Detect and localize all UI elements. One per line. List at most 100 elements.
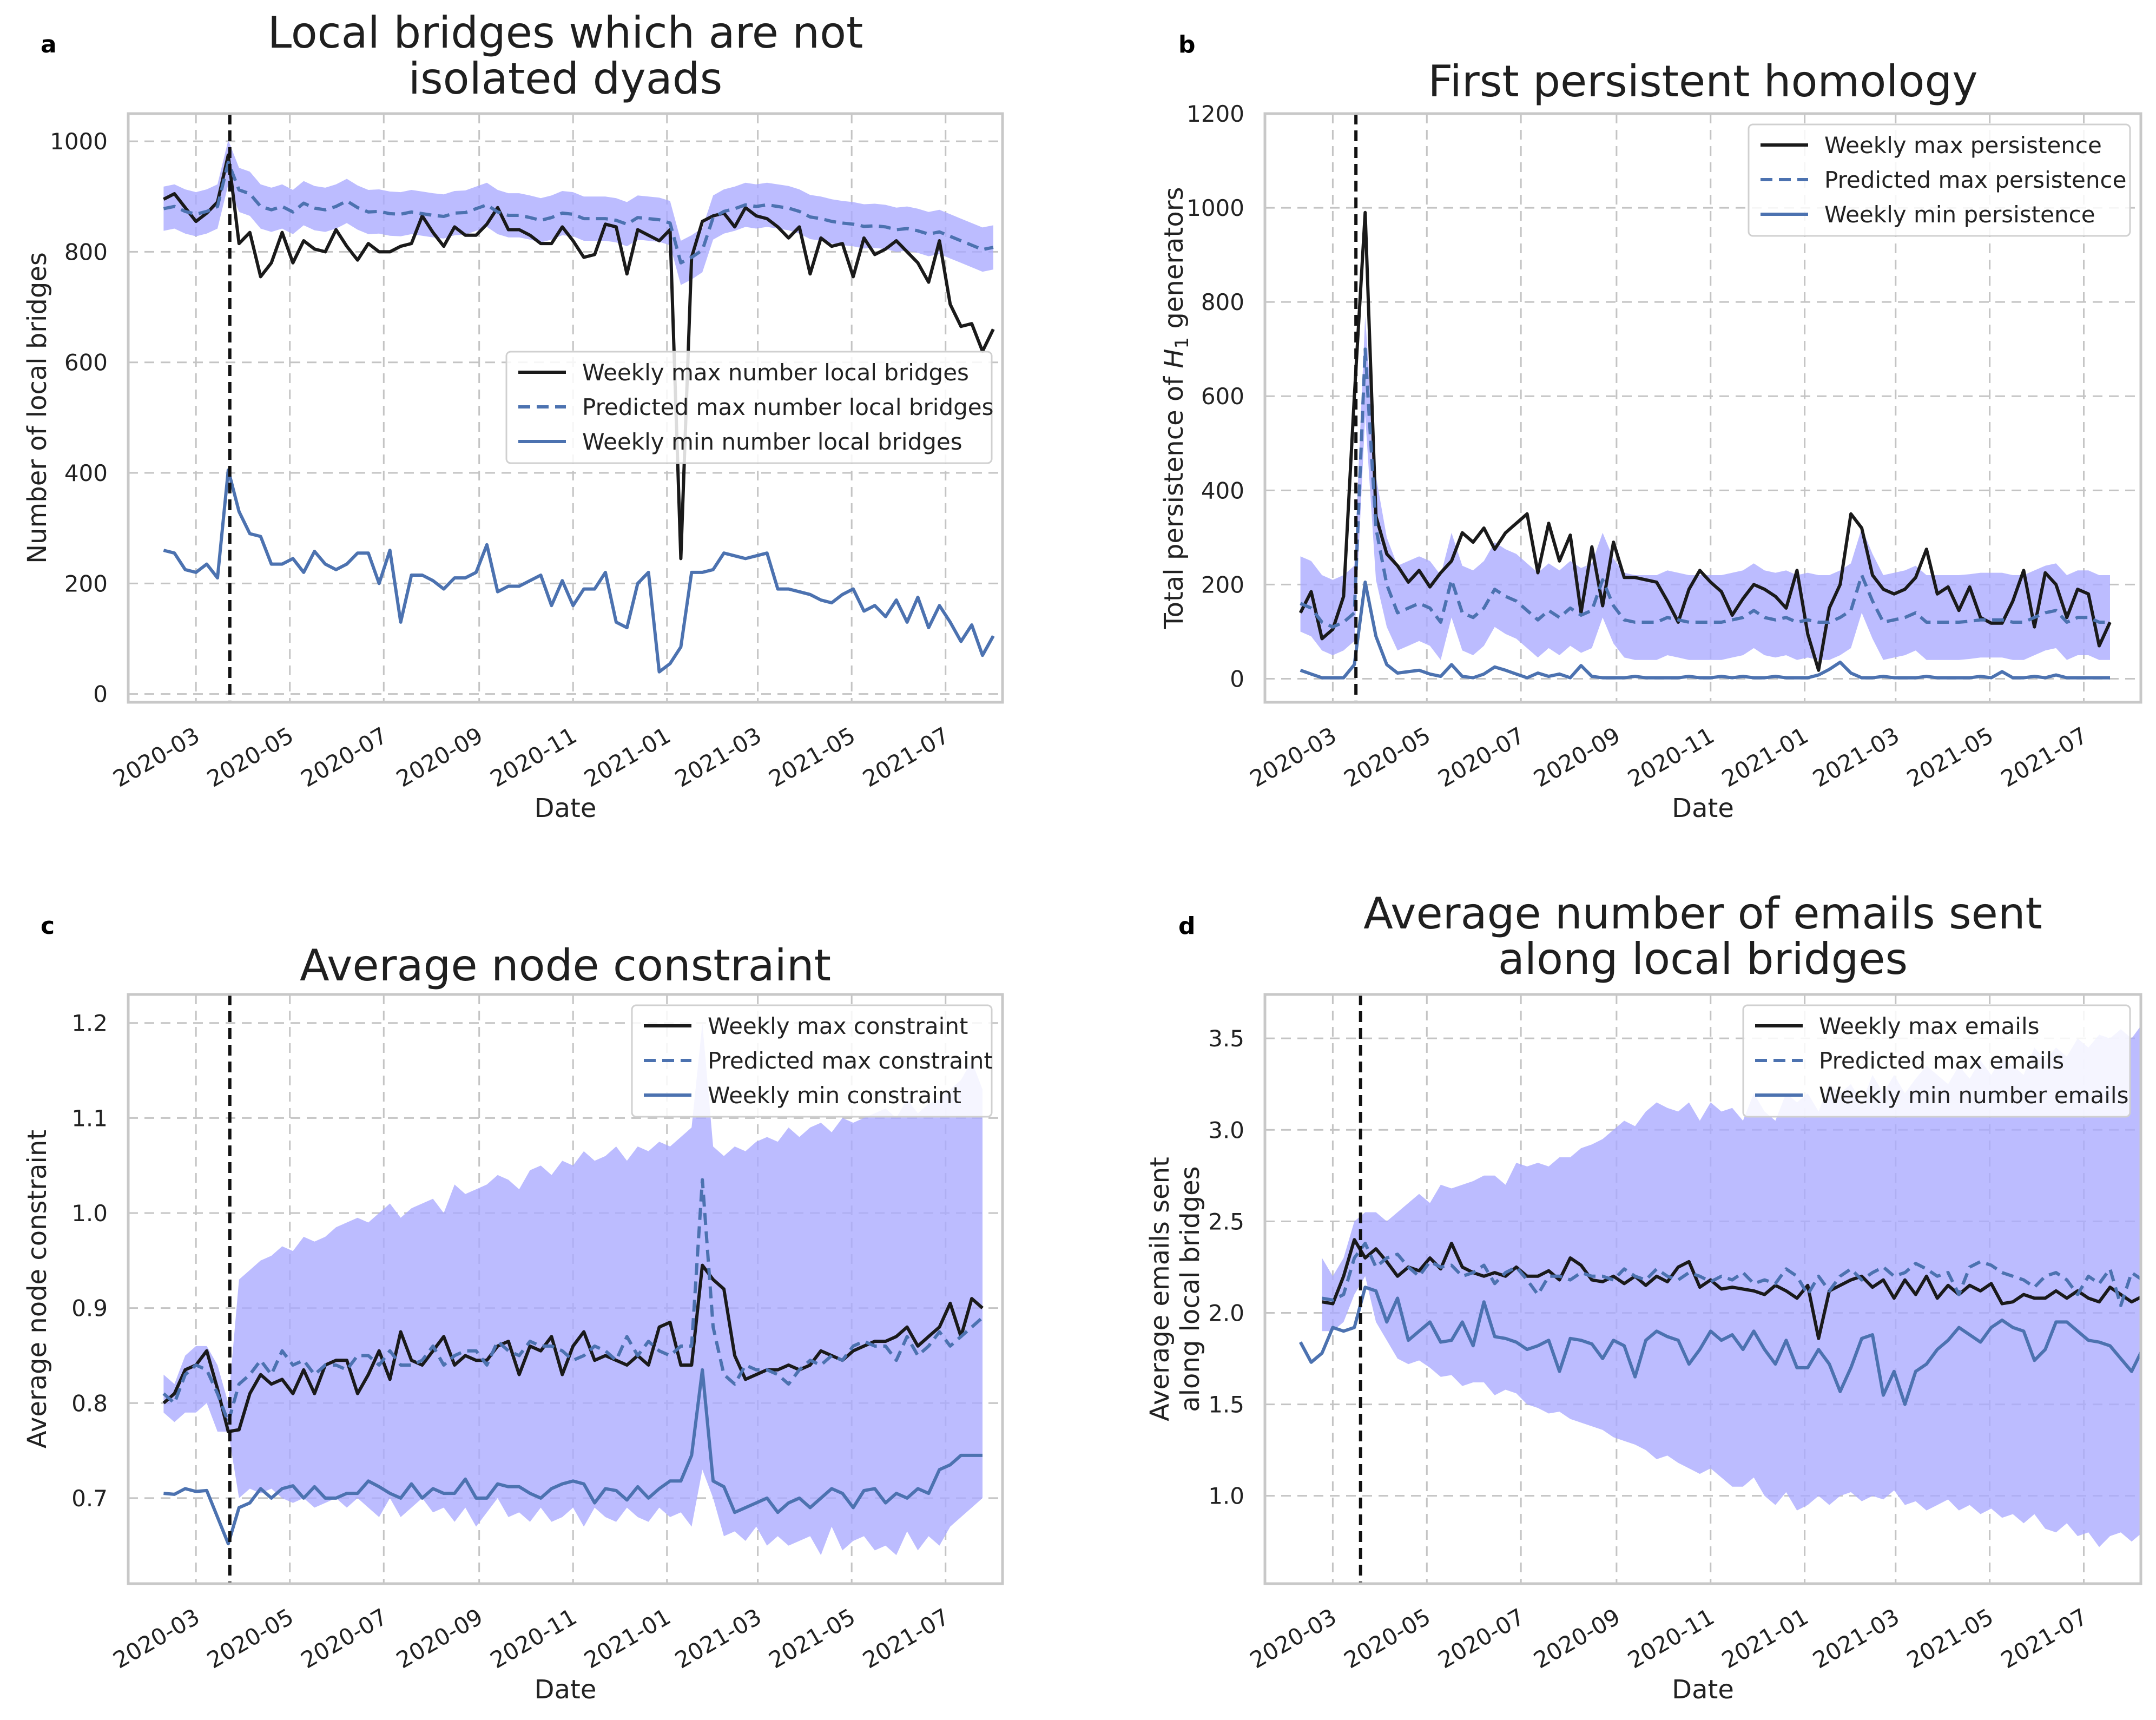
plot-area (1298, 210, 2112, 680)
chart-title-line: Average number of emails sent (1363, 888, 2042, 939)
weekly-max-line (163, 153, 995, 561)
x-tick-label: 2021-01 (1717, 722, 1812, 792)
y-tick-label: 1.1 (71, 1105, 108, 1131)
panel-letter: d (1178, 912, 1196, 940)
panel-b: b First persistent homology 0 200 400 600 800 1… (1159, 31, 2142, 823)
x-tick-label: 2021-03 (670, 722, 766, 792)
y-tick-label: 1200 (1186, 101, 1244, 127)
legend-label: Weekly max persistence (1824, 132, 2102, 159)
y-tick-label: 200 (1201, 571, 1244, 598)
weekly-max-line (1298, 210, 2112, 672)
x-tick-label: 2021-05 (764, 722, 860, 792)
chart-title-line: First persistent homology (1428, 56, 1977, 107)
y-tick-label: 800 (1201, 289, 1244, 315)
x-tick-label: 2021-03 (1808, 722, 1903, 792)
x-tick-label: 2021-01 (579, 722, 675, 792)
y-tick-label: 0 (1230, 665, 1244, 692)
legend-box (631, 1004, 993, 1118)
legend-label: Weekly min number local bridges (582, 429, 962, 455)
x-tick-label: 2021-01 (579, 1603, 675, 1673)
legend-label: Predicted max constraint (708, 1047, 993, 1074)
chart-title-line: Local bridges which are not (268, 8, 863, 58)
x-tick-label: 2020-07 (296, 1603, 392, 1673)
y-tick-label: 2.5 (1208, 1208, 1244, 1235)
y-tick-label: 1.0 (71, 1200, 108, 1227)
weekly-min-line (1298, 1286, 2141, 1406)
y-tick-label: 2.0 (1208, 1300, 1244, 1326)
legend: Weekly max constraint Predicted max const… (631, 1004, 993, 1118)
x-tick-label: 2021-07 (1996, 722, 2092, 792)
y-tick-label: 3.0 (1208, 1117, 1244, 1143)
legend-label: Weekly min constraint (708, 1082, 961, 1109)
plot-frame (1263, 112, 2142, 704)
x-tick-label: 2020-03 (109, 1603, 204, 1673)
legend: Weekly max emails Predicted max emails Wee… (1742, 1004, 2131, 1118)
legend: Weekly max number local bridges Predicted… (505, 351, 994, 464)
x-tick-label: 2020-09 (392, 1603, 487, 1673)
x-tick-label: 2021-01 (1717, 1603, 1812, 1673)
plot-area (1298, 1026, 2141, 1547)
plot-frame (127, 993, 1004, 1585)
x-tick-label: 2020-11 (486, 1603, 581, 1673)
weekly-min-line (163, 468, 995, 674)
x-tick-label: 2020-05 (202, 722, 298, 792)
x-tick-label: 2020-05 (1340, 722, 1435, 792)
y-axis-label: Average node constraint (22, 1130, 52, 1448)
prediction-band (163, 140, 993, 285)
weekly-max-line (1321, 1238, 2141, 1340)
x-tick-label: 2020-11 (486, 722, 581, 792)
x-tick-label: 2020-09 (1529, 722, 1624, 792)
x-axis-label: Date (1672, 1675, 1734, 1705)
y-tick-label: 0.7 (71, 1485, 108, 1512)
x-tick-label: 2020-03 (1245, 1603, 1341, 1673)
y-axis-label-line: along local bridges (1175, 1166, 1205, 1412)
chart-title-line: along local bridges (1498, 934, 1908, 984)
y-tick-label: 0.8 (71, 1390, 108, 1416)
x-tick-label: 2020-05 (202, 1603, 298, 1673)
x-tick-label: 2020-07 (1434, 1603, 1529, 1673)
legend-label: Predicted max emails (1819, 1047, 2064, 1074)
x-tick-label: 2020-03 (109, 722, 204, 792)
y-tick-label: 1000 (1186, 195, 1244, 221)
x-tick-label: 2021-05 (1902, 722, 1997, 792)
y-tick-label: 1.2 (71, 1010, 108, 1037)
panel-c: c Average node constraint 0.7 0.8 0.9 1.0 1.1 1… (22, 912, 1004, 1705)
x-tick-label: 2020-03 (1245, 722, 1341, 792)
legend-label: Weekly max number local bridges (582, 359, 969, 386)
x-tick-label: 2020-09 (392, 722, 487, 792)
legend-label: Weekly max constraint (708, 1013, 968, 1039)
y-tick-label: 1000 (50, 128, 108, 155)
legend-box (505, 351, 993, 464)
x-tick-label: 2020-07 (296, 722, 392, 792)
x-tick-label: 2021-07 (858, 722, 953, 792)
chart-title-line: isolated dyads (408, 54, 723, 104)
x-tick-label: 2021-07 (858, 1603, 953, 1673)
x-tick-label: 2020-11 (1623, 1603, 1718, 1673)
y-axis-label: Number of local bridges (22, 252, 52, 564)
weekly-min-line (163, 1368, 983, 1546)
y-tick-label: 0.9 (71, 1295, 108, 1322)
x-tick-label: 2021-03 (670, 1603, 766, 1673)
panel-letter: b (1178, 31, 1196, 58)
x-tick-label: 2020-11 (1623, 722, 1718, 792)
prediction-band (1300, 316, 2110, 660)
legend-label: Weekly min persistence (1824, 201, 2095, 228)
y-tick-label: 3.5 (1208, 1025, 1244, 1052)
legend-label: Predicted max persistence (1824, 167, 2126, 193)
x-tick-label: 2021-05 (764, 1603, 860, 1673)
x-axis-label: Date (535, 793, 597, 823)
legend-label: Weekly max emails (1819, 1013, 2040, 1039)
chart-title-line: Average node constraint (300, 940, 831, 991)
legend-box (1748, 123, 2131, 237)
y-tick-label: 400 (1201, 477, 1244, 504)
plot-area (162, 1023, 984, 1556)
y-axis-label-line: Average emails sent (1145, 1157, 1175, 1421)
x-tick-label: 2021-05 (1902, 1603, 1997, 1673)
predicted-max-line (1321, 1242, 2141, 1307)
predicted-max-line (1300, 347, 2110, 629)
y-tick-label: 0 (93, 681, 108, 708)
x-axis-label: Date (1672, 793, 1734, 823)
